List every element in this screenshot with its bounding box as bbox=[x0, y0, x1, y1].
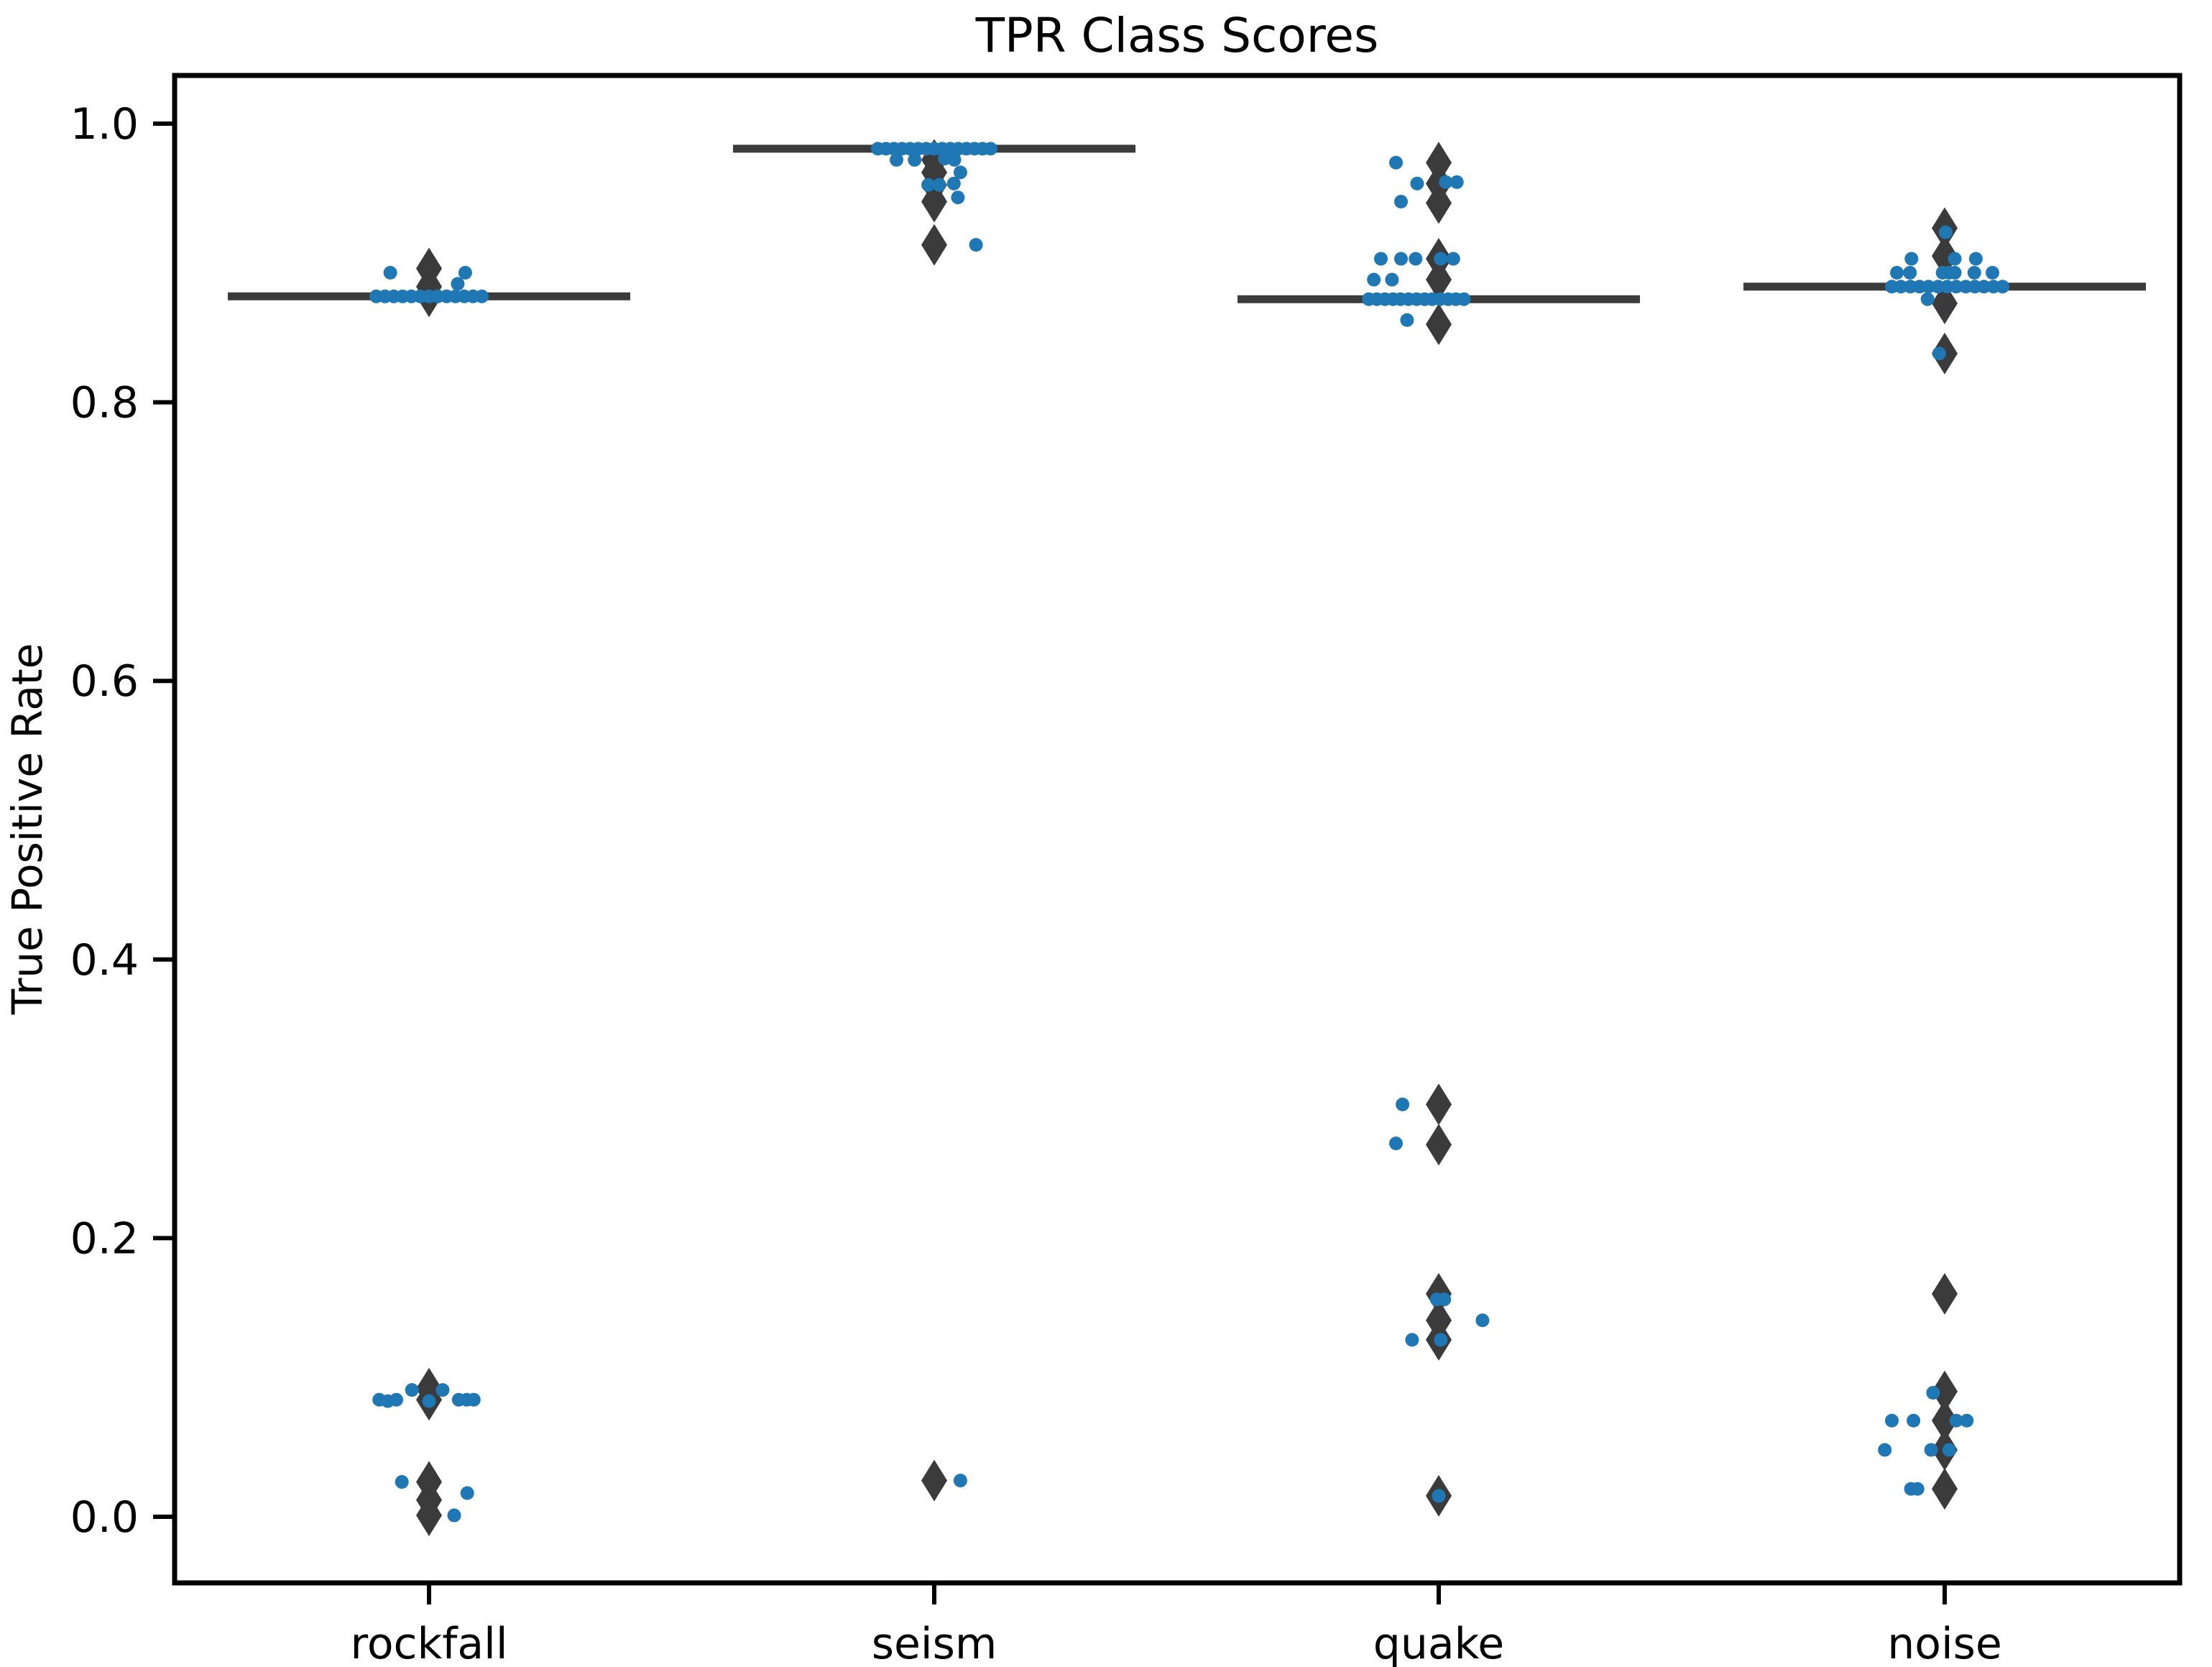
data-point-quake bbox=[1434, 1333, 1448, 1347]
data-point-quake bbox=[1367, 272, 1381, 287]
data-point-noise bbox=[1894, 280, 1908, 294]
data-point-noise bbox=[1949, 280, 1963, 294]
x-tick-label-noise: noise bbox=[1887, 1619, 2002, 1667]
outlier-diamond-quake bbox=[1426, 1124, 1452, 1166]
data-point-quake bbox=[1385, 272, 1399, 287]
data-point-noise bbox=[1907, 1413, 1921, 1428]
data-point-rockfall bbox=[451, 277, 465, 291]
data-point-seism bbox=[908, 152, 922, 167]
data-point-rockfall bbox=[405, 1383, 419, 1397]
data-point-quake bbox=[1389, 155, 1403, 170]
data-point-rockfall bbox=[460, 1486, 474, 1500]
outlier-diamond-rockfall bbox=[416, 1494, 442, 1537]
plot-area: 1.0 0.8 0.6 0.4 0.2 0.0 rockfall seism quake nois… bbox=[70, 73, 2183, 1667]
data-point-quake bbox=[1446, 252, 1460, 266]
data-point-rockfall bbox=[447, 1508, 461, 1523]
data-point-noise bbox=[1924, 1443, 1938, 1457]
data-point-noise bbox=[1942, 1443, 1956, 1457]
x-tick-label-quake: quake bbox=[1373, 1619, 1504, 1667]
data-point-noise bbox=[1986, 265, 1999, 280]
data-point-quake bbox=[1457, 292, 1471, 306]
data-point-rockfall bbox=[422, 1394, 436, 1408]
data-point-noise bbox=[1903, 265, 1917, 280]
data-point-noise bbox=[1920, 292, 1935, 306]
data-point-quake bbox=[1450, 175, 1464, 189]
data-point-quake bbox=[1409, 252, 1423, 266]
y-tick-label: 1.0 bbox=[70, 99, 139, 150]
data-point-seism bbox=[969, 238, 983, 252]
data-point-seism bbox=[953, 1474, 967, 1488]
data-point-quake bbox=[1396, 1097, 1410, 1111]
outlier-diamond-noise bbox=[1932, 1468, 1958, 1510]
data-point-seism bbox=[951, 190, 965, 205]
y-tick-label: 0.8 bbox=[70, 378, 139, 428]
outlier-diamond-noise bbox=[1932, 1400, 1958, 1442]
x-tick-label-seism: seism bbox=[872, 1619, 997, 1667]
data-point-noise bbox=[1977, 280, 1991, 294]
outlier-diamond-noise bbox=[1932, 1370, 1958, 1413]
data-point-quake bbox=[1437, 1292, 1452, 1307]
outlier-diamond-quake bbox=[1426, 142, 1452, 184]
data-point-quake bbox=[1400, 313, 1414, 327]
data-point-seism bbox=[946, 176, 961, 190]
data-point-noise bbox=[1938, 225, 1953, 239]
outlier-diamond-quake bbox=[1426, 1083, 1452, 1126]
data-point-quake bbox=[1389, 1136, 1403, 1151]
outlier-diamond-seism bbox=[921, 1459, 947, 1502]
data-point-noise bbox=[1948, 265, 1962, 280]
data-point-seism bbox=[890, 152, 903, 167]
outlier-diamond-noise bbox=[1932, 1272, 1958, 1315]
data-point-noise bbox=[1932, 346, 1946, 361]
outlier-diamond-seism bbox=[921, 224, 947, 266]
data-point-noise bbox=[1890, 265, 1904, 280]
data-point-rockfall bbox=[395, 1475, 409, 1489]
y-axis-label: True Positive Rate bbox=[3, 643, 52, 1016]
data-point-noise bbox=[1885, 1413, 1899, 1428]
data-point-quake bbox=[1405, 1333, 1419, 1347]
data-point-seism bbox=[947, 152, 962, 167]
data-point-quake bbox=[1410, 176, 1424, 190]
data-point-quake bbox=[1394, 195, 1408, 209]
data-point-quake bbox=[1374, 252, 1388, 266]
data-point-quake bbox=[1439, 175, 1453, 189]
outlier-diamond-quake bbox=[1426, 303, 1452, 346]
outlier-diamond-quake bbox=[1426, 182, 1452, 224]
y-tick-label: 0.4 bbox=[70, 935, 139, 986]
data-point-quake bbox=[1434, 252, 1448, 266]
data-point-noise bbox=[1968, 252, 1983, 266]
data-point-seism bbox=[983, 142, 997, 156]
y-tick-label: 0.6 bbox=[70, 656, 139, 707]
y-tick-label: 0.2 bbox=[70, 1213, 139, 1264]
data-point-quake bbox=[1432, 1489, 1446, 1503]
chart-title: TPR Class Scores bbox=[975, 8, 1379, 63]
data-point-quake bbox=[1394, 252, 1408, 266]
data-point-noise bbox=[1948, 252, 1962, 266]
outlier-diamond-quake bbox=[1426, 259, 1452, 301]
data-point-noise bbox=[1904, 252, 1919, 266]
data-point-rockfall bbox=[436, 1383, 450, 1397]
data-point-rockfall bbox=[475, 289, 489, 303]
data-point-noise bbox=[1910, 1482, 1925, 1496]
data-point-noise bbox=[1960, 1413, 1974, 1428]
data-point-seism bbox=[953, 165, 967, 180]
data-point-noise bbox=[1949, 1413, 1963, 1428]
data-point-rockfall bbox=[466, 1392, 481, 1407]
data-point-quake bbox=[1475, 1313, 1490, 1328]
data-point-noise bbox=[1926, 1386, 1940, 1400]
axes-spines bbox=[172, 73, 2183, 1586]
data-point-noise bbox=[1878, 1443, 1892, 1457]
data-point-rockfall bbox=[390, 1392, 403, 1407]
x-tick-label-rockfall: rockfall bbox=[350, 1619, 507, 1667]
data-point-rockfall bbox=[383, 265, 397, 280]
data-point-noise bbox=[1996, 280, 2009, 294]
data-point-seism bbox=[921, 178, 936, 192]
data-point-rockfall bbox=[458, 265, 472, 280]
data-point-noise bbox=[1922, 280, 1936, 294]
data-point-noise bbox=[1967, 265, 1981, 280]
y-tick-label: 0.0 bbox=[70, 1492, 139, 1543]
data-point-seism bbox=[932, 178, 946, 192]
